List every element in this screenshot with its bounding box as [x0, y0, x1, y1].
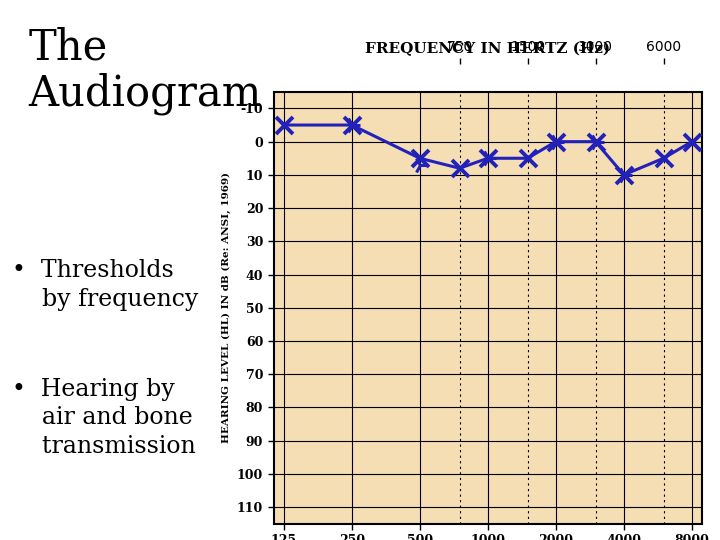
- Point: [346, 121, 358, 130]
- X-axis label: FREQUENCY IN HERTZ (Hz): FREQUENCY IN HERTZ (Hz): [365, 42, 611, 56]
- Point: [278, 121, 289, 130]
- Text: •  Thresholds
    by frequency: • Thresholds by frequency: [12, 259, 198, 310]
- Y-axis label: HEARING LEVEL (HL) IN dB (Re: ANSI, 1969): HEARING LEVEL (HL) IN dB (Re: ANSI, 1969…: [222, 172, 231, 443]
- Text: •  Hearing by
    air and bone
    transmission: • Hearing by air and bone transmission: [12, 378, 196, 458]
- Point: [454, 164, 465, 173]
- Text: The
Audiogram: The Audiogram: [29, 27, 262, 115]
- Point: [522, 154, 534, 163]
- Point: [482, 154, 494, 163]
- Point: [550, 137, 562, 146]
- Point: [618, 171, 629, 179]
- Point: [590, 137, 601, 146]
- Point: [658, 154, 670, 163]
- Point: [414, 154, 426, 163]
- Point: [686, 137, 698, 146]
